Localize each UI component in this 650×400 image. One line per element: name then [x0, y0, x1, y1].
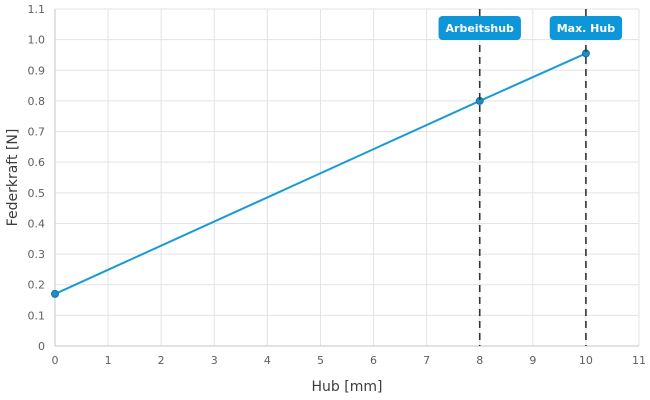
- marker-label-box: [549, 16, 623, 40]
- data-point: [51, 289, 59, 298]
- marker-label-badge: Arbeitshub: [438, 16, 521, 40]
- x-tick-label: 0: [52, 354, 59, 367]
- markers: Arbeitshub Max. Hub: [438, 9, 623, 346]
- marker-label-box: [438, 16, 521, 40]
- x-tick-label: 11: [632, 354, 646, 367]
- y-tick-label: 0.5: [28, 187, 46, 200]
- marker-label: Arbeitshub: [446, 22, 515, 35]
- x-axis-title: Hub [mm]: [312, 379, 383, 395]
- y-tick-label: 0.9: [28, 64, 46, 77]
- x-tick-label: 7: [423, 354, 430, 367]
- y-tick-label: 0.2: [28, 279, 46, 292]
- y-tick-label: 0.3: [28, 248, 46, 261]
- y-tick-label: 1.1: [28, 3, 46, 16]
- x-tick-label: 6: [370, 354, 377, 367]
- x-tick-label: 2: [158, 354, 165, 367]
- y-tick-label: 0.1: [28, 309, 46, 322]
- x-tick-label: 10: [579, 354, 593, 367]
- y-axis-title: Federkraft [N]: [5, 129, 21, 227]
- x-tick-label: 5: [317, 354, 324, 367]
- x-tick-label: 3: [211, 354, 218, 367]
- y-tick-label: 0.4: [28, 217, 46, 230]
- x-tick-label: 8: [476, 354, 483, 367]
- x-tick-label: 9: [529, 354, 536, 367]
- x-tick-label: 1: [105, 354, 112, 367]
- y-tick-label: 0.6: [28, 156, 46, 169]
- y-tick-label: 0.7: [28, 126, 46, 139]
- y-tick-label: 1.0: [28, 34, 46, 47]
- axes: 0 1 2 3 4 5 6 7 8 9 10 11 0 0.1 0.2 0.3 0.4 0.5 0.6 0.7 0.8 0…: [28, 3, 647, 367]
- marker-label: Max. Hub: [557, 22, 616, 35]
- grid: [55, 8, 640, 346]
- y-tick-label: 0.8: [28, 95, 46, 108]
- x-tick-label: 4: [264, 354, 271, 367]
- marker-label-badge: Max. Hub: [549, 16, 623, 40]
- y-tick-label: 0: [38, 340, 45, 353]
